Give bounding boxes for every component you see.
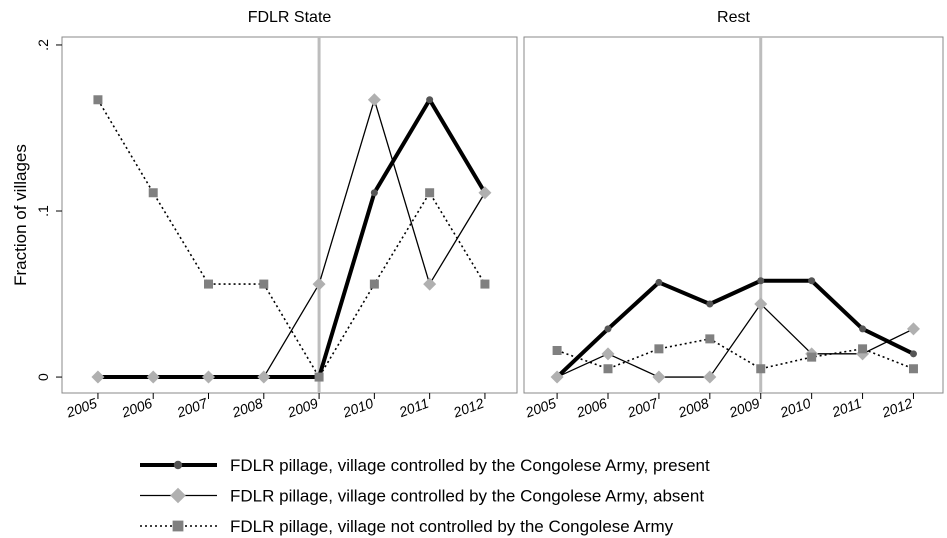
marker [91,370,105,384]
legend-marker [172,520,184,532]
x-tick-label: 2010 [777,395,813,421]
marker [370,189,378,197]
series-line [556,303,914,378]
marker [808,277,816,285]
marker [654,344,664,354]
marker [601,347,615,361]
y-tick-label: .1 [35,205,51,217]
marker [906,322,920,336]
legend-label: FDLR pillage, village not controlled by … [230,517,674,536]
panel-title: Rest [717,9,750,26]
marker [550,370,564,384]
marker [93,95,103,105]
plot-frame [523,36,944,394]
x-tick-label: 2008 [675,395,711,421]
marker [148,188,158,198]
marker [423,277,437,291]
marker [314,372,324,382]
x-tick-label: 2005 [522,395,558,421]
marker [259,279,269,289]
marker [425,188,435,198]
marker [756,364,766,374]
x-tick-label: 2006 [119,395,155,421]
y-axis-title: Fraction of villages [11,144,30,286]
x-tick-label: 2009 [284,395,320,421]
marker [369,279,379,289]
marker [705,334,715,344]
plot-frame [61,36,518,394]
series-line [555,278,915,379]
marker [652,370,666,384]
marker [204,279,214,289]
legend-label: FDLR pillage, village controlled by the … [230,456,710,475]
marker [480,279,490,289]
series-line [97,99,486,378]
marker [757,277,765,285]
x-tick-label: 2012 [450,395,486,421]
x-tick-label: 2011 [396,395,431,421]
x-tick-label: 2007 [624,394,661,420]
marker [478,186,492,200]
marker [257,370,271,384]
marker [807,352,817,362]
x-tick-label: 2006 [573,395,609,421]
marker [367,93,381,107]
marker [859,325,867,333]
x-tick-label: 2007 [174,394,211,420]
marker [426,96,434,104]
series-line [97,97,487,380]
legend-marker [170,487,186,504]
x-tick-label: 2009 [726,395,762,421]
x-tick-label: 2011 [829,395,864,421]
marker [909,350,917,358]
marker [706,300,714,308]
legend-label: FDLR pillage, village controlled by the … [230,487,704,506]
y-tick-label: .2 [35,39,51,51]
x-tick-label: 2012 [879,395,915,421]
marker [312,277,326,291]
x-tick-label: 2005 [63,395,99,421]
x-tick-label: 2008 [229,395,265,421]
marker [146,370,160,384]
series-line [556,338,914,370]
marker [908,364,918,374]
series-line [97,99,486,378]
y-tick-label: 0 [35,373,51,381]
marker [552,345,562,355]
panel-title: FDLR State [248,9,332,26]
marker [655,278,663,286]
x-tick-label: 2010 [340,395,376,421]
marker [603,364,613,374]
marker [202,370,216,384]
marker [858,344,868,354]
marker [754,297,768,311]
marker [703,370,717,384]
legend-marker [173,460,183,470]
marker [604,325,612,333]
